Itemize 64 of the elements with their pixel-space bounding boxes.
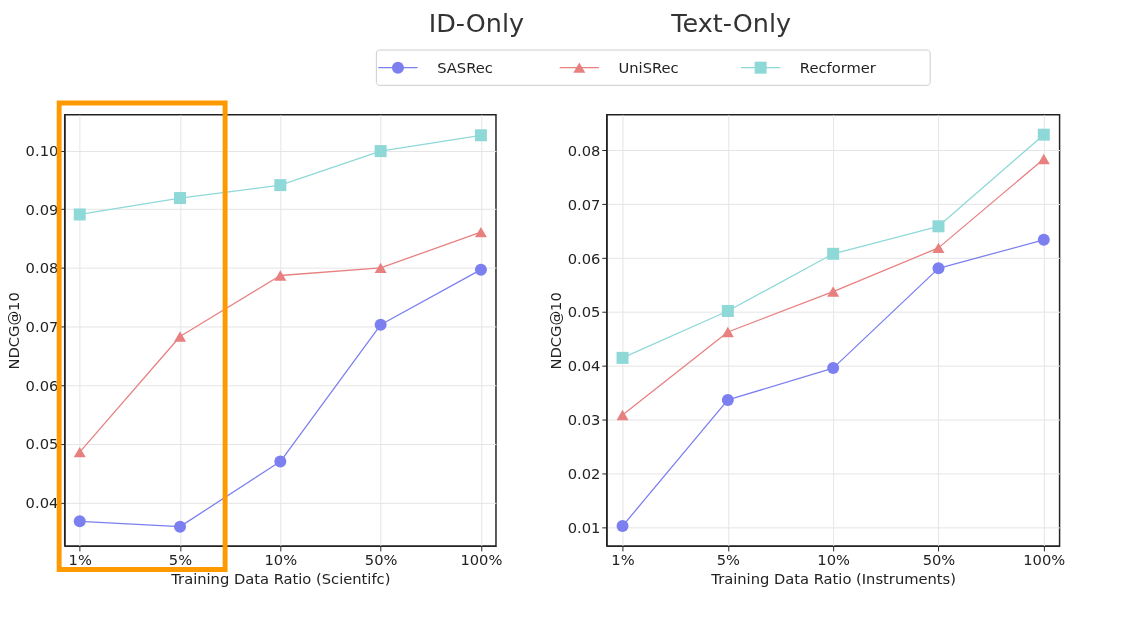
point: [721, 304, 734, 317]
x-tick-label: 5%: [716, 551, 741, 569]
y-tick-label: 0.06: [25, 376, 59, 394]
x-tick-label: 5%: [168, 551, 193, 569]
y-tick-label: 0.05: [567, 303, 601, 321]
point: [1037, 128, 1050, 141]
y-tick-label: 0.06: [567, 249, 601, 267]
y-axis-title: NDCG@10: [546, 292, 564, 370]
legend-label: Recformer: [799, 58, 877, 76]
text: Text-Only: [670, 8, 792, 39]
text: ID-Only: [428, 8, 525, 39]
x-tick-label: 50%: [364, 551, 398, 569]
y-tick-label: 0.09: [25, 200, 59, 218]
point: [274, 455, 287, 468]
point: [474, 263, 487, 276]
point: [374, 318, 387, 331]
point: [932, 242, 945, 254]
x-tick-label: 50%: [922, 551, 956, 569]
point: [73, 446, 86, 458]
point: [73, 208, 86, 221]
point: [1037, 153, 1050, 165]
point: [174, 331, 187, 342]
x-tick-label: 10%: [817, 551, 851, 569]
point: [616, 520, 629, 533]
x-tick-label: 1%: [68, 551, 92, 569]
y-tick-label: 0.05: [25, 435, 59, 453]
point: [174, 520, 187, 533]
y-tick-label: 0.07: [567, 195, 601, 213]
x-axis-title: Training Data Ratio (Scientifc): [170, 569, 391, 587]
x-tick-label: 100%: [1023, 551, 1066, 569]
point: [721, 393, 734, 406]
legend-label: UniSRec: [618, 58, 679, 76]
point: [274, 179, 287, 192]
point: [827, 362, 840, 375]
point: [174, 192, 187, 205]
y-axis-title: NDCG@10: [4, 292, 22, 370]
y-tick-label: 0.04: [25, 493, 59, 511]
x-tick-label: 1%: [611, 551, 635, 569]
point: [721, 326, 734, 338]
point: [1037, 233, 1050, 246]
y-tick-label: 0.08: [25, 259, 59, 277]
point: [827, 286, 840, 297]
point: [616, 351, 629, 364]
y-tick-label: 0.10: [25, 141, 59, 159]
y-tick-label: 0.02: [567, 465, 601, 483]
point: [932, 220, 945, 233]
point: [827, 247, 840, 260]
x-tick-label: 100%: [460, 551, 503, 569]
y-tick-label: 0.01: [567, 519, 601, 537]
point: [474, 226, 487, 238]
y-tick-label: 0.08: [567, 141, 601, 159]
y-tick-label: 0.07: [25, 317, 59, 335]
y-tick-label: 0.04: [567, 357, 601, 375]
point: [374, 145, 387, 158]
point: [73, 515, 86, 528]
x-axis-title: Training Data Ratio (Instruments): [710, 569, 956, 587]
point: [274, 270, 287, 281]
legend-label: SASRec: [437, 58, 493, 76]
point: [374, 262, 387, 274]
point: [932, 262, 945, 275]
x-tick-label: 10%: [264, 551, 298, 569]
point: [616, 409, 629, 421]
point: [474, 129, 487, 142]
y-tick-label: 0.03: [567, 411, 601, 429]
